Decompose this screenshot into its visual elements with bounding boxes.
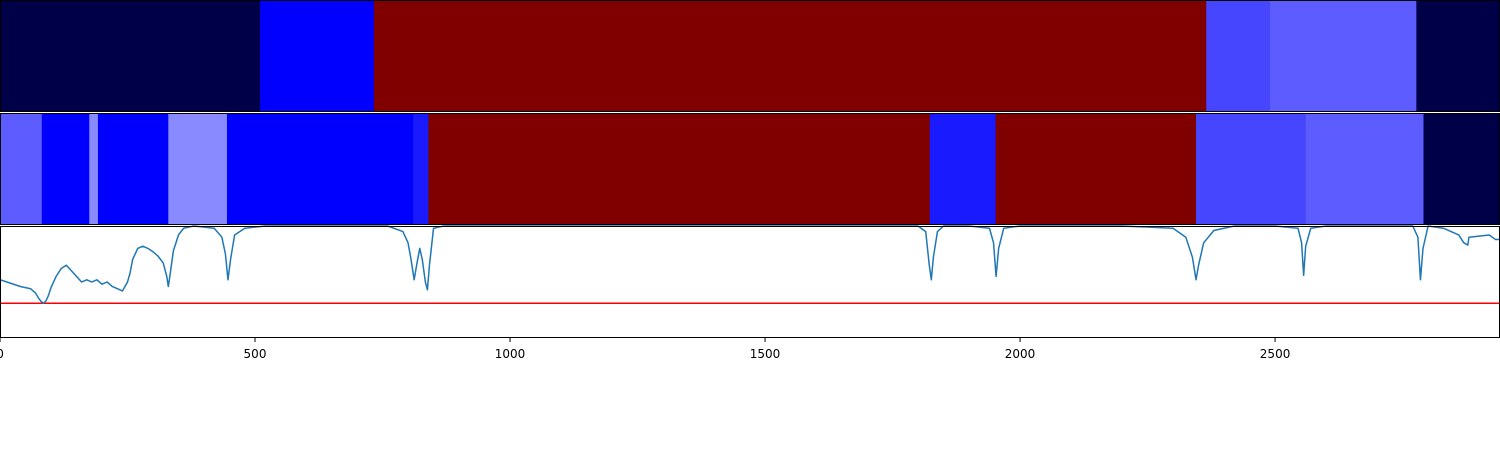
track-1-segment: [1269, 0, 1417, 112]
track-1-segment: [0, 0, 261, 112]
track-2-segment: [168, 113, 228, 225]
track-2-segment: [41, 113, 90, 225]
x-tick-label: 0: [0, 347, 4, 361]
signal-panel: [0, 225, 1500, 338]
track-1-segment: [1416, 0, 1500, 112]
track-2-segment: [929, 113, 997, 225]
track-1-segment: [1206, 0, 1271, 112]
x-tick-label: 500: [244, 347, 267, 361]
track-2-segment: [413, 113, 429, 225]
track-2-segment: [89, 113, 99, 225]
track-2-segment: [1423, 113, 1500, 225]
x-tick-label: 1500: [750, 347, 781, 361]
track-2-segment: [995, 113, 1197, 225]
signal-line: [0, 225, 1500, 305]
track-1-segment: [373, 0, 1207, 112]
track-1-segment: [260, 0, 375, 112]
x-tick-label: 1000: [495, 347, 526, 361]
track-2-segment: [226, 113, 414, 225]
track-2-segment: [97, 113, 169, 225]
track-2-segment: [1196, 113, 1307, 225]
x-axis: 0 500 1000 1500 2000 2500: [0, 338, 1290, 361]
segmentation-tracks: [0, 0, 1500, 225]
track-2-segment: [1305, 113, 1424, 225]
signal-panel-frame: [0, 226, 1500, 338]
x-tick-label: 2500: [1260, 347, 1291, 361]
x-tick-label: 2000: [1005, 347, 1036, 361]
track-2-segment: [428, 113, 931, 225]
track-2-segment: [0, 113, 43, 225]
